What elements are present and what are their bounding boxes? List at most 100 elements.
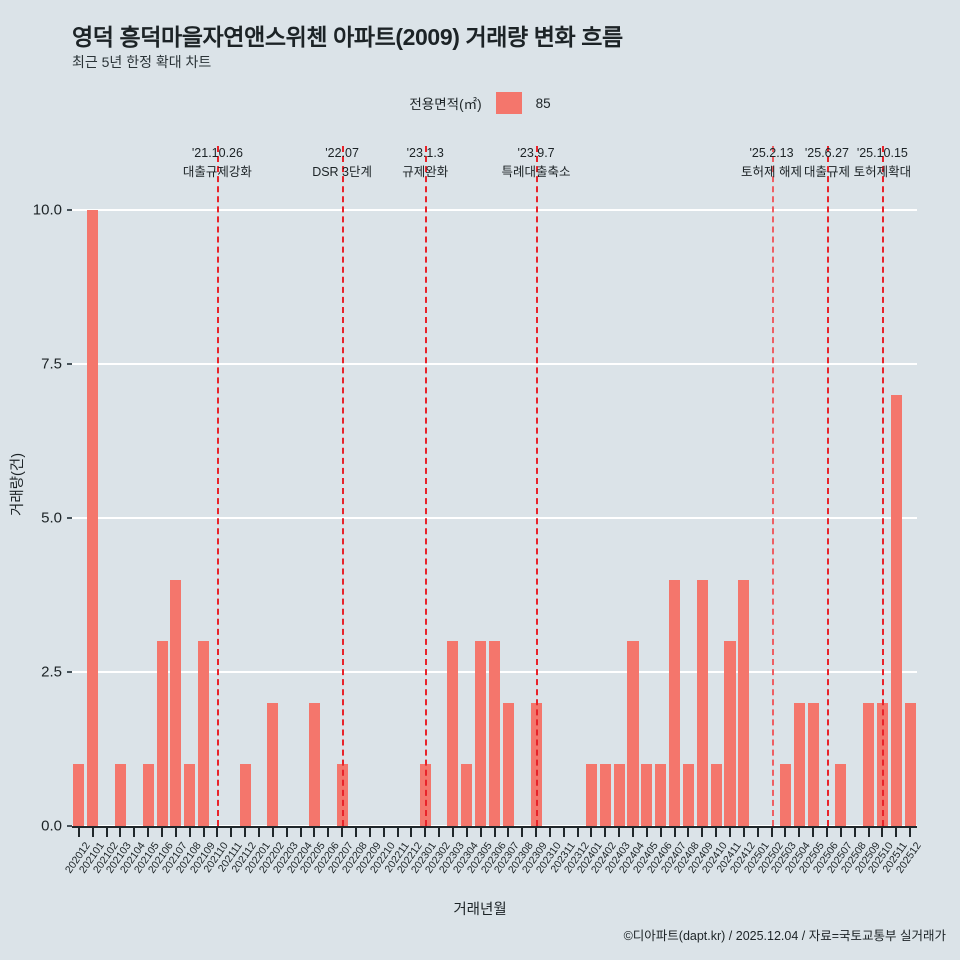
bar[interactable]: [669, 579, 681, 826]
bar[interactable]: [904, 702, 916, 826]
bar[interactable]: [641, 764, 653, 826]
x-tick-mark: [881, 828, 884, 837]
y-gridline: [72, 517, 917, 519]
chart-legend: 전용면적(㎡) 85: [0, 92, 960, 114]
x-tick-mark: [756, 828, 759, 837]
x-tick-mark: [604, 828, 607, 837]
x-tick-mark: [285, 828, 288, 837]
event-name-label: 특례대출축소: [501, 165, 571, 180]
bar[interactable]: [156, 641, 168, 826]
bar[interactable]: [267, 702, 279, 826]
bar[interactable]: [419, 764, 431, 826]
bar[interactable]: [724, 641, 736, 826]
x-tick-mark: [507, 828, 510, 837]
x-tick-mark: [645, 828, 648, 837]
x-tick-mark: [867, 828, 870, 837]
bar[interactable]: [184, 764, 196, 826]
bar[interactable]: [170, 579, 182, 826]
bar[interactable]: [793, 702, 805, 826]
x-tick-mark: [438, 828, 441, 837]
x-tick-mark: [368, 828, 371, 837]
bar[interactable]: [655, 764, 667, 826]
bar[interactable]: [696, 579, 708, 826]
x-tick-mark: [798, 828, 801, 837]
event-marker-line: [425, 146, 428, 826]
y-gridline: [72, 209, 917, 211]
event-name-label: 대출규제강화: [182, 165, 252, 180]
event-name-label: 규제완화: [402, 165, 449, 180]
event-name-label: 토허제확대: [853, 165, 912, 180]
x-tick-mark: [825, 828, 828, 837]
legend-color-swatch: [495, 92, 522, 114]
x-tick-mark: [410, 828, 413, 837]
event-annotation: '23.1.3 규제완화: [402, 144, 448, 183]
bar[interactable]: [308, 702, 320, 826]
x-tick-mark: [244, 828, 247, 837]
y-tick-mark: [67, 517, 72, 519]
y-tick-label: 0.0: [41, 817, 62, 835]
bar[interactable]: [682, 764, 694, 826]
event-name-label: 대출규제: [803, 165, 850, 180]
y-tick-label: 2.5: [41, 663, 62, 681]
x-tick-mark: [548, 828, 551, 837]
x-tick-mark: [812, 828, 815, 837]
page-subtitle: 최근 5년 한정 확대 차트: [72, 54, 212, 70]
x-tick-mark: [161, 828, 164, 837]
bar[interactable]: [114, 764, 127, 826]
event-marker-line: [217, 146, 220, 826]
x-tick-mark: [715, 828, 718, 837]
bar[interactable]: [779, 764, 791, 826]
x-tick-mark: [479, 828, 482, 837]
event-annotation: '25.10.15 토허제확대: [854, 144, 912, 183]
x-tick-mark: [895, 828, 898, 837]
x-tick-mark: [230, 828, 233, 837]
x-tick-mark: [839, 828, 842, 837]
page-title: 영덕 흥덕마을자연앤스위첸 아파트(2009) 거래량 변화 흐름: [72, 24, 623, 50]
x-tick-mark: [687, 828, 690, 837]
bar[interactable]: [585, 764, 597, 826]
bar[interactable]: [488, 641, 501, 826]
bar[interactable]: [862, 702, 875, 826]
bar[interactable]: [835, 764, 847, 826]
x-tick-mark: [590, 828, 593, 837]
x-tick-mark: [673, 828, 676, 837]
bar[interactable]: [613, 764, 625, 826]
x-axis-title: 거래년월: [453, 902, 507, 918]
y-tick-label: 5.0: [41, 509, 62, 527]
bar[interactable]: [502, 702, 514, 826]
event-date-label: '23.9.7: [517, 146, 555, 160]
bar[interactable]: [461, 764, 473, 826]
bar[interactable]: [599, 764, 611, 826]
x-tick-mark: [313, 828, 316, 837]
bar[interactable]: [239, 764, 251, 826]
plot-area: 0.0 2.5 5.0 7.5 10.0 '21.10.26 대출규제강화 '22.07 DSR…: [33, 146, 917, 835]
bar[interactable]: [142, 764, 154, 826]
bar[interactable]: [876, 702, 888, 826]
bar[interactable]: [447, 641, 459, 826]
x-tick-mark: [271, 828, 274, 837]
bar[interactable]: [87, 210, 99, 826]
bar[interactable]: [807, 702, 819, 826]
y-tick-mark: [67, 209, 72, 211]
x-tick-mark: [465, 828, 468, 837]
y-tick-mark: [67, 825, 72, 827]
event-date-label: '22.07: [325, 146, 359, 160]
bar[interactable]: [475, 641, 487, 826]
x-tick-mark: [77, 828, 80, 837]
x-tick-mark: [742, 828, 745, 837]
bar[interactable]: [627, 641, 639, 826]
x-tick-mark: [784, 828, 787, 837]
y-gridline: [72, 363, 917, 365]
bar[interactable]: [710, 764, 722, 826]
bar[interactable]: [73, 764, 85, 826]
x-tick-mark: [853, 828, 856, 837]
bar[interactable]: [890, 394, 902, 826]
event-date-label: '23.1.3: [406, 146, 444, 160]
bar[interactable]: [198, 641, 210, 826]
bar[interactable]: [738, 579, 750, 826]
x-axis-line: [72, 826, 917, 828]
x-tick-mark: [354, 828, 357, 837]
x-axis: 202012 202101 202102 202103 202104 202105 2021…: [63, 826, 924, 906]
x-tick-mark: [258, 828, 260, 837]
